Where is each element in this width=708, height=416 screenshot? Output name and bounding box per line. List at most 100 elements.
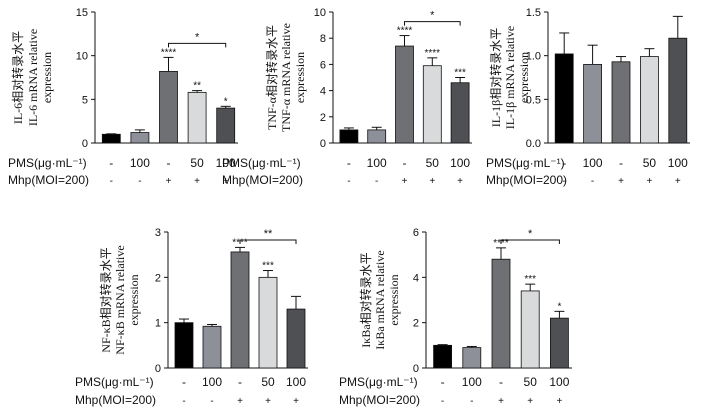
bracket-label: ** — [264, 228, 273, 240]
mhp-infection-label: + — [646, 176, 652, 187]
bar — [433, 344, 453, 369]
pms-dose-label: 100 — [286, 375, 306, 389]
y-tick-label: 4 — [413, 272, 419, 284]
y-tick-label: 2 — [413, 318, 419, 330]
chart-panel-il1b: 0.0 0.5 1.0 1.5 IL-1β相对转录水平 IL-1β mRNA relati… — [486, 7, 690, 187]
mhp-infection-label: + — [223, 176, 229, 187]
row-label-mhp: Mhp(MOI=200) — [339, 393, 420, 407]
bar — [640, 56, 659, 144]
pms-dose-label: - — [182, 375, 186, 389]
bar — [258, 276, 278, 369]
bar — [202, 325, 222, 369]
y-tick-label: 0.0 — [526, 138, 541, 150]
bar — [395, 45, 414, 144]
row-label-mhp: Mhp(MOI=200) — [486, 173, 567, 187]
pms-dose-label: 100 — [216, 156, 236, 170]
bar — [583, 64, 602, 144]
pms-dose-label: 100 — [462, 375, 482, 389]
mhp-infection-label: - — [110, 176, 113, 187]
comparison-bracket — [168, 42, 227, 48]
bar — [491, 258, 511, 369]
pms-dose-label: - — [403, 156, 407, 170]
bar — [216, 107, 236, 144]
mhp-infection-label: - — [347, 176, 350, 187]
significance-label: **** — [425, 48, 441, 59]
pms-dose-label: - — [619, 156, 623, 170]
significance-label: *** — [454, 68, 466, 79]
y-tick-label: 6 — [413, 227, 419, 239]
mhp-infection-label: - — [441, 396, 444, 407]
bracket-label: * — [528, 228, 533, 240]
y-axis-title: IL-1β相对转录水平 — [488, 28, 503, 127]
mhp-infection-label: - — [470, 396, 473, 407]
y-tick-label: 5 — [82, 94, 88, 106]
pms-dose-label: 50 — [643, 156, 657, 170]
y-tick-label: 6 — [320, 59, 326, 71]
mhp-infection-label: - — [563, 176, 566, 187]
y-tick-label: 0 — [320, 138, 326, 150]
pms-dose-label: 100 — [130, 156, 150, 170]
pms-dose-label: - — [441, 375, 445, 389]
bar — [174, 322, 194, 369]
row-label-pms: PMS(μg·mL⁻¹) — [486, 156, 565, 170]
mhp-infection-label: + — [429, 176, 435, 187]
mhp-infection-label: + — [498, 396, 504, 407]
comparison-bracket — [500, 239, 560, 244]
mhp-infection-label: + — [166, 176, 172, 187]
mhp-infection-label: - — [210, 396, 213, 407]
y-tick-label: 8 — [320, 33, 326, 45]
mhp-infection-label: + — [457, 176, 463, 187]
row-label-mhp: Mhp(MOI=200) — [75, 393, 156, 407]
mhp-infection-label: + — [556, 396, 562, 407]
y-axis-title: expression — [40, 52, 54, 103]
significance-label: **** — [161, 47, 177, 58]
pms-dose-label: 100 — [202, 375, 222, 389]
y-axis-title: expression — [127, 274, 141, 325]
y-tick-label: 0 — [155, 363, 161, 375]
pms-dose-label: - — [562, 156, 566, 170]
significance-label: ** — [193, 81, 201, 92]
mhp-infection-label: + — [675, 176, 681, 187]
significance-label: **** — [397, 26, 413, 37]
y-axis-title: TNF-α相对转录水平 — [264, 25, 279, 130]
y-tick-label: 1 — [155, 318, 161, 330]
pms-dose-label: 50 — [426, 156, 440, 170]
y-axis-title: NF-κB mRNA relative — [113, 245, 127, 354]
bar — [130, 132, 150, 144]
comparison-bracket — [239, 239, 297, 244]
bar — [286, 308, 306, 369]
pms-dose-label: 100 — [367, 156, 387, 170]
row-label-pms: PMS(μg·mL⁻¹) — [75, 375, 154, 389]
bar — [422, 65, 442, 144]
pms-dose-label: - — [109, 156, 113, 170]
y-tick-label: 0 — [82, 138, 88, 150]
mhp-infection-label: + — [265, 396, 271, 407]
y-axis-title: IL-6相对转录水平 — [10, 31, 25, 124]
pms-dose-label: - — [347, 156, 351, 170]
y-tick-label: 0 — [413, 363, 419, 375]
y-axis-title: IL-6 mRNA relative — [26, 29, 40, 126]
mhp-infection-label: + — [293, 396, 299, 407]
comparison-bracket — [404, 21, 461, 26]
row-label-mhp: Mhp(MOI=200) — [222, 173, 303, 187]
bar — [611, 61, 631, 144]
row-label-pms: PMS(μg·mL⁻¹) — [8, 156, 87, 170]
bar — [367, 129, 387, 144]
y-axis-title: IL-1β mRNA relative — [503, 26, 517, 129]
bracket-label: * — [195, 31, 200, 43]
row-label-pms: PMS(μg·mL⁻¹) — [339, 375, 418, 389]
y-tick-label: 2 — [155, 272, 161, 284]
y-tick-label: 10 — [314, 7, 326, 19]
y-tick-label: 4 — [320, 86, 326, 98]
pms-dose-label: - — [167, 156, 171, 170]
significance-label: *** — [524, 274, 536, 285]
bar — [462, 347, 482, 369]
mhp-infection-label: + — [237, 396, 243, 407]
y-axis-title: expression — [517, 52, 531, 103]
mhp-infection-label: + — [618, 176, 624, 187]
bar — [554, 53, 574, 144]
pms-dose-label: 50 — [190, 156, 204, 170]
